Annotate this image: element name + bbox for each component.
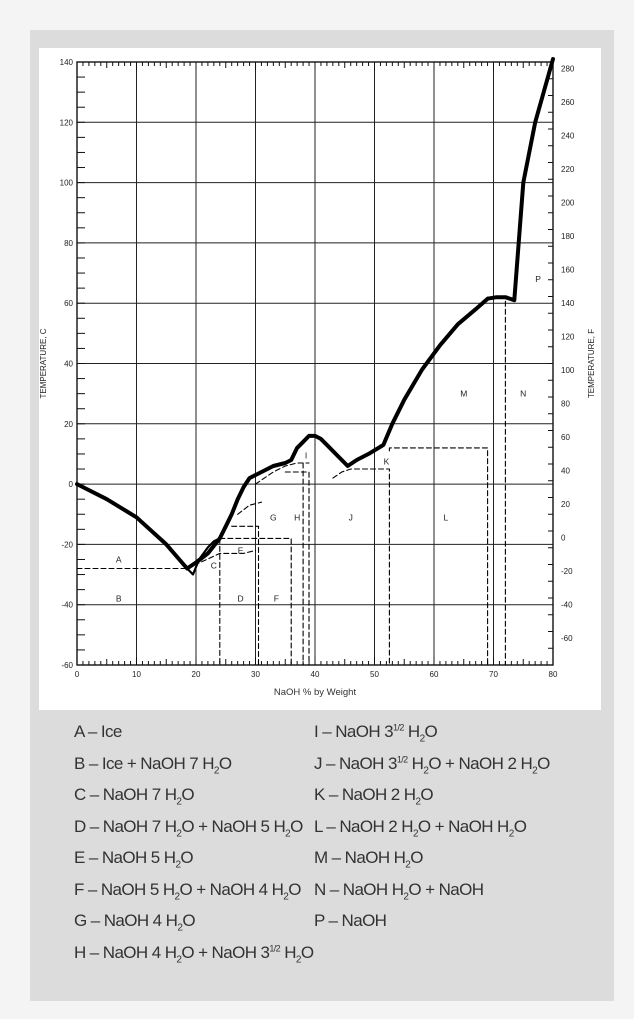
y-right-tick-label: 140 (561, 299, 575, 308)
legend: A – Ice B – Ice + NaOH 7 H2O C – NaOH 7 H2… (74, 722, 614, 982)
region-label-j: J (349, 512, 353, 522)
x-tick-label: 70 (489, 670, 498, 679)
legend-item: N – NaOH H2O + NaOH (314, 879, 484, 902)
liquidus-curve (75, 57, 555, 571)
legend-item: G – NaOH 4 H2O (74, 911, 196, 934)
y-right-tick-label: 160 (561, 266, 575, 275)
y-tick-label: 20 (64, 420, 73, 429)
y-right-tick-label: 220 (561, 165, 575, 174)
y-tick-label: -60 (61, 661, 73, 670)
y-tick-label: 80 (64, 239, 73, 248)
x-tick-label: 50 (370, 670, 379, 679)
x-tick-label: 20 (192, 670, 201, 679)
y-tick-label: -20 (61, 540, 73, 549)
y-tick-label: 40 (64, 360, 73, 369)
phase-boundary-dashed (332, 468, 390, 666)
legend-item: L – NaOH 2 H2O + NaOH H2O (314, 816, 527, 839)
phase-diagram-chart: 0 10 20 30 40 50 60 70 80 -60 -40 -20 0 20 40 60 80 100 12… (39, 57, 596, 698)
phase-boundary-dashed (219, 537, 292, 666)
region-label-i: I (305, 450, 307, 460)
liquidus-curve (186, 537, 221, 576)
x-tick-label: 10 (132, 670, 141, 679)
region-label-h: H (294, 512, 300, 522)
y-tick-label: 0 (69, 480, 74, 489)
legend-item: B – Ice + NaOH 7 H2O (74, 753, 232, 776)
legend-item: D – NaOH 7 H2O + NaOH 5 H2O (74, 816, 303, 839)
legend-item: A – Ice (74, 722, 122, 741)
y-tick-label: 100 (60, 179, 74, 188)
x-tick-label: 60 (430, 670, 439, 679)
y-right-tick-label: 20 (561, 500, 570, 509)
y-tick-label: 120 (60, 118, 74, 127)
x-tick-label: 0 (75, 670, 80, 679)
y-right-tick-label: 80 (561, 400, 570, 409)
chart-area: 0 10 20 30 40 50 60 70 80 -60 -40 -20 0 20 40 60 80 100 12… (39, 48, 601, 710)
y-right-tick-label: 0 (561, 534, 566, 543)
region-label-g: G (270, 512, 277, 522)
x-tick-label: 30 (251, 670, 260, 679)
y-axis-label-right: TEMPERATURE, F (587, 329, 596, 398)
region-label-m: M (460, 389, 467, 399)
y-right-tick-label: -40 (561, 601, 573, 610)
legend-item: H – NaOH 4 H2O + NaOH 31/2 H2O (74, 942, 314, 965)
region-label-a: A (116, 554, 122, 564)
y-right-tick-label: 240 (561, 132, 575, 141)
x-tick-label: 80 (549, 670, 558, 679)
x-tick-label: 40 (311, 670, 320, 679)
legend-item: E – NaOH 5 H2O (74, 848, 194, 871)
legend-item: C – NaOH 7 H2O (74, 785, 195, 808)
phase-boundary-dashed (284, 471, 310, 666)
region-label-d: D (238, 594, 244, 604)
y-right-tick-label: 60 (561, 433, 570, 442)
y-right-tick-label: 280 (561, 65, 575, 74)
legend-item: K – NaOH 2 H2O (314, 785, 434, 808)
y-right-tick-label: 100 (561, 366, 575, 375)
region-label-e: E (238, 545, 244, 555)
region-label-p: P (535, 274, 541, 284)
x-axis-label: NaOH % by Weight (274, 687, 357, 698)
region-label-f: F (274, 594, 279, 604)
y-right-tick-label: 180 (561, 232, 575, 241)
legend-item: I – NaOH 31/2 H2O (314, 722, 438, 745)
y-right-tick-label: 200 (561, 199, 575, 208)
region-label-b: B (116, 594, 122, 604)
y-right-tick-label: 40 (561, 467, 570, 476)
y-right-tick-label: 120 (561, 333, 575, 342)
legend-item: M – NaOH H2O (314, 848, 423, 871)
phase-boundary-dashed (492, 296, 506, 666)
region-label-c: C (211, 561, 217, 571)
y-right-tick-label: -60 (561, 634, 573, 643)
legend-item: P – NaOH (314, 911, 387, 930)
phase-boundary-dashed (237, 501, 263, 515)
y-right-tick-label: -20 (561, 567, 573, 576)
phase-boundary-dashed (388, 447, 489, 666)
region-label-n: N (520, 389, 526, 399)
phase-boundary-dashed (254, 462, 310, 485)
legend-item: J – NaOH 31/2 H2O + NaOH 2 H2O (314, 753, 550, 776)
phase-boundary-dashed (231, 525, 260, 666)
y-tick-label: 60 (64, 299, 73, 308)
region-label-k: K (384, 456, 390, 466)
y-axis-label: TEMPERATURE, C (39, 328, 48, 398)
phase-boundary-dashed (186, 549, 257, 570)
legend-item: F – NaOH 5 H2O + NaOH 4 H2O (74, 879, 301, 902)
y-tick-label: -40 (61, 601, 73, 610)
y-tick-label: 140 (60, 58, 74, 67)
region-label-l: L (444, 512, 449, 522)
y-right-tick-label: 260 (561, 98, 575, 107)
